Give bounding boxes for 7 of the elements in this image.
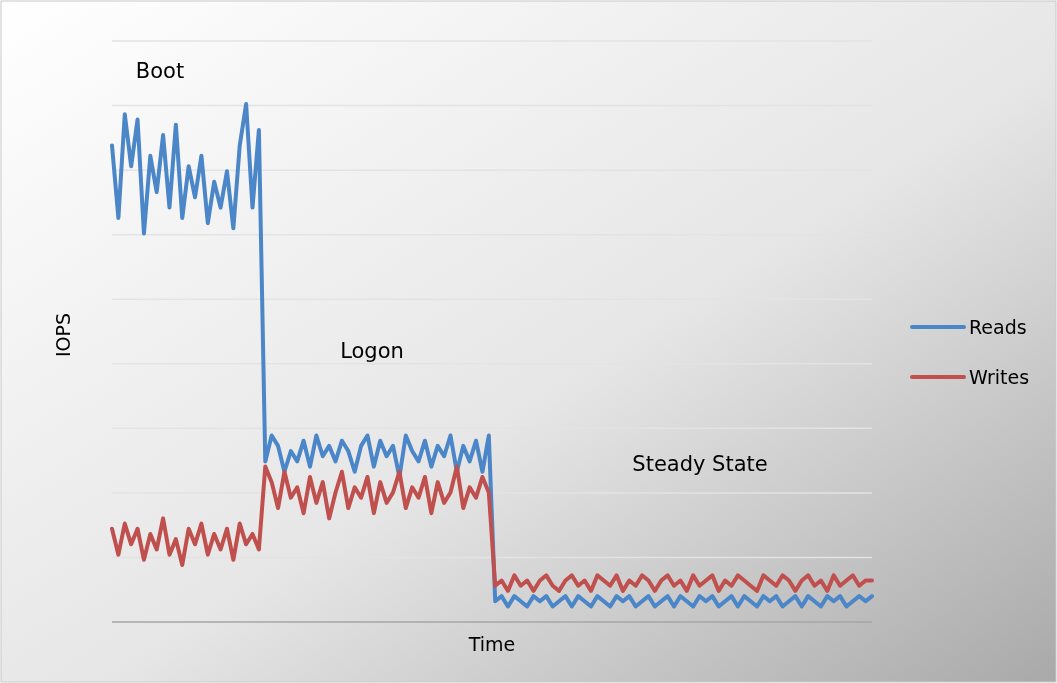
legend-label: Writes [969, 366, 1030, 388]
legend-label: Reads [969, 316, 1027, 338]
text: Boot [135, 59, 185, 83]
annotation: Steady State [632, 452, 768, 476]
x-axis-title: Time [467, 633, 516, 655]
annotation: Logon [340, 339, 404, 363]
y-axis-title: IOPS [52, 312, 74, 358]
